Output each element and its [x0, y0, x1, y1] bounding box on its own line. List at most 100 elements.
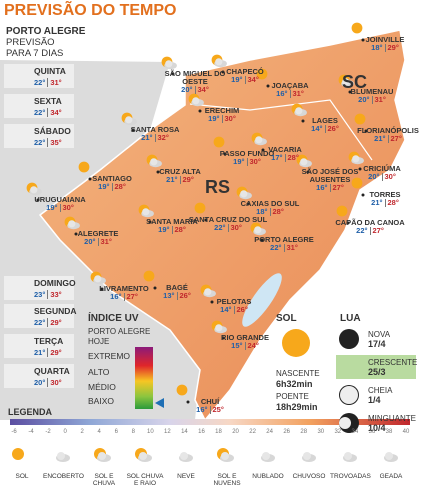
temps: 21° 32°	[141, 134, 169, 142]
temps: 21° 27°	[374, 135, 402, 143]
max-temp: 27°	[372, 226, 384, 235]
icon-sun	[354, 113, 366, 125]
title: PREVISÃO DO TEMPO	[4, 2, 177, 19]
max-temp: 29°	[182, 175, 194, 184]
forecast-day: SEXTA 22° 34°	[4, 94, 74, 118]
icon-cloud	[352, 155, 360, 163]
city: TORRES 21° 28°	[345, 191, 421, 207]
city: ERECHIM 19° 30°	[182, 107, 262, 123]
temps: 16° 25°	[196, 406, 224, 414]
min-temp: 22°	[356, 227, 371, 235]
scale-label: 18	[215, 429, 222, 435]
temps: 16° 27°	[110, 293, 138, 301]
icon-sun	[194, 202, 206, 214]
temps: 13° 26°	[163, 292, 191, 300]
uv-level: ALTO	[88, 367, 110, 377]
city-dot	[36, 198, 40, 202]
min-temp: 21°	[166, 176, 181, 184]
region-label: RS	[205, 177, 231, 197]
temps: 20° 31°	[358, 96, 386, 104]
icon-cloud	[342, 78, 350, 86]
uv-level: EXTREMO	[88, 351, 131, 361]
icon-cloud	[57, 452, 65, 460]
day-name: QUINTA	[34, 66, 66, 76]
max-temp: 28°	[174, 225, 186, 234]
city-dot	[348, 90, 352, 94]
max-temp: 30°	[62, 203, 74, 212]
city-dot	[346, 221, 350, 225]
temps: 20° 30°	[368, 173, 396, 181]
max-temp: 31°	[100, 237, 112, 246]
legend-icon-label: SOL	[15, 473, 29, 480]
city-dot	[131, 128, 135, 132]
city-name: CAPÃO DA CANOA	[335, 218, 405, 227]
day-temps: 22° 34°	[34, 107, 62, 117]
max-temp: 27°	[126, 292, 138, 301]
icon-sun	[351, 22, 363, 34]
city: VACARIA 17° 28°	[245, 146, 325, 162]
legend-icon-label: GEADA	[379, 473, 403, 480]
city-dot	[260, 238, 264, 242]
icon-cloud	[68, 220, 76, 228]
city: SANTA CRUZ DO SUL 22° 30°	[188, 216, 268, 232]
city-dot	[301, 119, 305, 123]
max-temp: 30°	[384, 172, 396, 181]
min-temp: 15°	[231, 342, 246, 350]
min-temp: 22°	[34, 318, 49, 327]
city-name: ERECHIM	[204, 106, 240, 115]
temps: 20° 31°	[84, 238, 112, 246]
forecast-day: SEGUNDA 22° 29°	[4, 304, 77, 328]
min-temp: 22°	[34, 78, 49, 87]
temps: 22° 27°	[356, 227, 384, 235]
forecast-day: TERÇA 21° 29°	[4, 334, 74, 358]
temps: 20° 34°	[181, 86, 209, 94]
min-temp: 21°	[141, 134, 156, 142]
city: PASSO FUNDO 19° 30°	[207, 150, 287, 166]
forecast-day: SÁBADO 22° 35°	[4, 124, 74, 148]
temps: 22° 31°	[270, 244, 298, 252]
icon-cloud	[98, 452, 106, 460]
uv-bar	[135, 347, 153, 409]
scale-label: 0	[63, 429, 67, 435]
max-temp: 28°	[272, 207, 284, 216]
max-temp: 28°	[287, 153, 299, 162]
max-temp: 28°	[114, 182, 126, 191]
icon-cloud	[385, 452, 393, 460]
city-name: FLORIANÓPOLIS	[357, 126, 419, 135]
city: RIO GRANDE 15° 24°	[205, 334, 285, 350]
city-dot	[358, 167, 362, 171]
scale-label: 8	[131, 429, 135, 435]
icon-cloud	[165, 60, 173, 68]
temps: 19° 30°	[208, 115, 236, 123]
max-temp: 27°	[390, 134, 402, 143]
scale-label: 12	[164, 429, 171, 435]
forecast-day: QUINTA 22° 31°	[4, 64, 74, 88]
max-temp: 34°	[197, 85, 209, 94]
temps: 16° 31°	[276, 90, 304, 98]
day-temps: 23° 33°	[34, 289, 62, 299]
icon-cloud	[240, 190, 248, 198]
max-temp: 31°	[286, 243, 298, 252]
uv-level: BAIXO	[88, 396, 114, 406]
min-temp: 17°	[271, 154, 286, 162]
icon-sun	[176, 384, 188, 396]
city-dot	[246, 202, 250, 206]
max-temp: 28°	[387, 198, 399, 207]
city: PORTO ALEGRE 22° 31°	[244, 236, 324, 252]
scale-label: 14	[181, 429, 188, 435]
max-temp: 30°	[224, 114, 236, 123]
city-name: PORTO ALEGRE	[254, 235, 314, 244]
city: JOINVILLE 18° 29°	[345, 36, 421, 52]
temps: 21° 28°	[371, 199, 399, 207]
city-name: JOINVILLE	[365, 35, 405, 44]
phase-name: NOVA	[368, 330, 391, 339]
min-temp: 20°	[368, 173, 383, 181]
city: PELOTAS 14° 26°	[194, 298, 274, 314]
day-name: TERÇA	[34, 336, 64, 346]
city-name: RIO GRANDE	[221, 333, 269, 342]
city: FLORIANÓPOLIS 21° 27°	[348, 127, 421, 143]
icon-cloud	[254, 226, 262, 234]
state-land	[38, 29, 406, 422]
day-temps: 21° 29°	[34, 347, 62, 357]
legend-title: LEGENDA	[8, 407, 53, 417]
